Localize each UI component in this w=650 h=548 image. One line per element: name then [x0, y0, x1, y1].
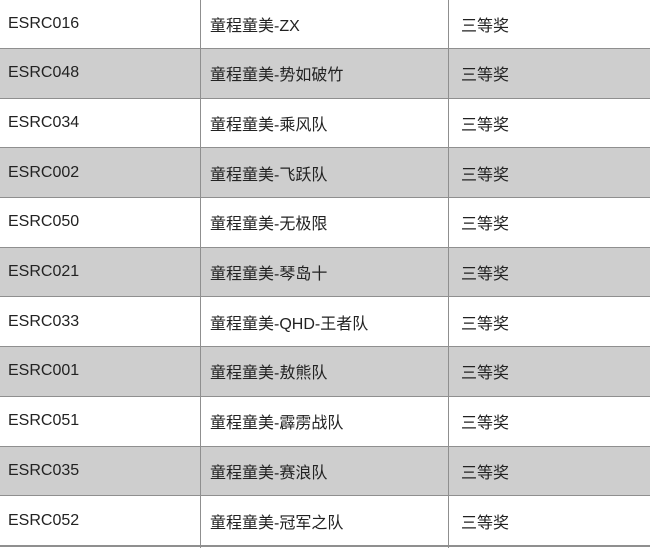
table-row: ESRC050 童程童美-无极限 三等奖 [0, 197, 650, 247]
team-name-cell: 童程童美-赛浪队 [210, 464, 328, 482]
team-code-cell: ESRC021 [8, 263, 80, 281]
award-cell: 三等奖 [461, 216, 510, 234]
award-cell: 三等奖 [461, 365, 510, 383]
table-row: ESRC051 童程童美-霹雳战队 三等奖 [0, 395, 650, 446]
award-cell: 三等奖 [461, 18, 510, 35]
team-name-cell: 童程童美-乘风队 [210, 117, 328, 135]
team-name-cell: 童程童美-敖熊队 [210, 365, 328, 383]
table-row: ESRC021 童程童美-琴岛十 三等奖 [0, 246, 650, 297]
column-divider-1 [200, 0, 201, 548]
table-row: ESRC002 童程童美-飞跃队 三等奖 [0, 147, 650, 198]
table-row: ESRC052 童程童美-冠军之队 三等奖 [0, 495, 650, 545]
team-name-cell: 童程童美-飞跃队 [210, 166, 328, 184]
table-row: ESRC035 童程童美-赛浪队 三等奖 [0, 445, 650, 496]
table-row: ESRC001 童程童美-敖熊队 三等奖 [0, 346, 650, 396]
team-code-cell: ESRC002 [8, 163, 80, 181]
award-cell: 三等奖 [461, 464, 510, 482]
team-name-cell: 童程童美-无极限 [210, 216, 328, 234]
team-code-cell: ESRC035 [8, 461, 80, 479]
team-code-cell: ESRC052 [8, 511, 80, 529]
team-code-cell: ESRC001 [8, 362, 80, 380]
table-row: ESRC034 童程童美-乘风队 三等奖 [0, 97, 650, 148]
award-cell: 三等奖 [461, 514, 510, 532]
team-name-cell: 童程童美-QHD-王者队 [210, 315, 369, 333]
team-code-cell: ESRC033 [8, 312, 80, 330]
team-name-cell: 童程童美-霹雳战队 [210, 415, 344, 433]
award-cell: 三等奖 [461, 67, 510, 85]
award-cell: 三等奖 [461, 315, 510, 333]
team-code-cell: ESRC048 [8, 64, 80, 82]
award-cell: 三等奖 [461, 415, 510, 433]
column-divider-2 [448, 0, 449, 548]
team-code-cell: ESRC051 [8, 412, 80, 430]
table-row: ESRC033 童程童美-QHD-王者队 三等奖 [0, 296, 650, 347]
award-cell: 三等奖 [461, 166, 510, 184]
table-bottom-border [0, 545, 650, 547]
award-cell: 三等奖 [461, 117, 510, 135]
team-code-cell: ESRC034 [8, 114, 80, 132]
table-row: ESRC048 童程童美-势如破竹 三等奖 [0, 48, 650, 98]
team-name-cell: 童程童美-势如破竹 [210, 67, 344, 85]
award-cell: 三等奖 [461, 266, 510, 284]
team-name-cell: 童程童美-琴岛十 [210, 266, 328, 284]
table-row: ESRC016 童程童美-ZX 三等奖 [0, 0, 650, 48]
team-code-cell: ESRC016 [8, 15, 80, 32]
team-name-cell: 童程童美-冠军之队 [210, 514, 344, 532]
team-code-cell: ESRC050 [8, 213, 80, 231]
team-name-cell: 童程童美-ZX [210, 18, 300, 35]
